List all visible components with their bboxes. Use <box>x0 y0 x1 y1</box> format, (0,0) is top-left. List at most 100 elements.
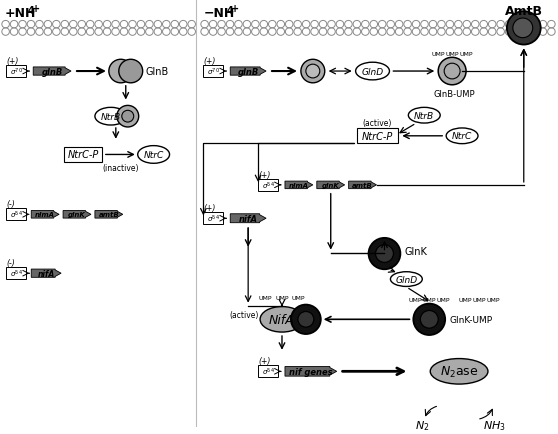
Text: NtrB: NtrB <box>414 112 434 120</box>
Text: $NH_3$: $NH_3$ <box>483 418 507 432</box>
Text: GlnD: GlnD <box>395 275 417 284</box>
FancyBboxPatch shape <box>203 66 223 78</box>
Circle shape <box>413 304 445 335</box>
Polygon shape <box>317 182 345 189</box>
Text: UMP: UMP <box>445 52 459 57</box>
Text: amtB: amtB <box>352 182 373 188</box>
Text: $\sigma^{54}$: $\sigma^{54}$ <box>10 268 23 279</box>
Circle shape <box>117 106 139 128</box>
Polygon shape <box>63 211 91 219</box>
Text: (+): (+) <box>6 56 19 66</box>
Text: $\sigma^{54}$: $\sigma^{54}$ <box>10 209 23 220</box>
Text: GlnD: GlnD <box>362 67 383 76</box>
Polygon shape <box>230 214 266 223</box>
Text: NifA: NifA <box>269 313 295 326</box>
Text: $N_2$: $N_2$ <box>415 418 430 432</box>
Text: UMP: UMP <box>459 52 473 57</box>
FancyBboxPatch shape <box>6 268 26 279</box>
Text: (+): (+) <box>203 204 216 213</box>
Text: (-): (-) <box>6 258 15 267</box>
Text: glnK: glnK <box>68 212 86 218</box>
Polygon shape <box>285 182 313 189</box>
Polygon shape <box>31 270 61 278</box>
Circle shape <box>122 111 134 123</box>
Polygon shape <box>31 211 59 219</box>
Text: NtrC: NtrC <box>143 151 163 160</box>
Circle shape <box>513 19 533 39</box>
Text: (-): (-) <box>6 200 15 208</box>
Text: UMP: UMP <box>408 297 422 302</box>
Text: UMP: UMP <box>291 296 305 300</box>
Text: NtrC-P: NtrC-P <box>68 150 99 160</box>
Text: +: + <box>231 4 239 14</box>
Ellipse shape <box>138 146 170 164</box>
Text: nlmA: nlmA <box>289 182 309 188</box>
Text: UMP: UMP <box>436 297 450 302</box>
Polygon shape <box>95 211 123 219</box>
Text: (active): (active) <box>363 118 392 127</box>
Polygon shape <box>230 68 266 76</box>
FancyBboxPatch shape <box>258 365 278 377</box>
Circle shape <box>376 245 393 263</box>
Text: nif genes: nif genes <box>289 367 333 376</box>
Text: $\sigma^{54}$: $\sigma^{54}$ <box>207 213 220 224</box>
Text: +: + <box>32 4 40 14</box>
Text: (+): (+) <box>258 170 271 179</box>
Ellipse shape <box>355 63 389 81</box>
Text: UMP: UMP <box>486 297 499 302</box>
Text: UMP: UMP <box>275 296 288 300</box>
Ellipse shape <box>95 108 127 126</box>
Text: UMP: UMP <box>422 297 436 302</box>
FancyBboxPatch shape <box>64 148 102 162</box>
Text: GlnB-UMP: GlnB-UMP <box>434 89 475 99</box>
Text: UMP: UMP <box>472 297 486 302</box>
Text: glnK: glnK <box>322 182 340 188</box>
Text: glnB: glnB <box>238 67 259 76</box>
Text: 4: 4 <box>27 6 34 16</box>
Text: (+): (+) <box>258 356 271 365</box>
Ellipse shape <box>430 359 488 384</box>
FancyBboxPatch shape <box>6 66 26 78</box>
FancyBboxPatch shape <box>258 180 278 191</box>
Text: GlnK: GlnK <box>405 246 427 256</box>
Circle shape <box>444 64 460 80</box>
Text: NtrB: NtrB <box>101 112 121 122</box>
Text: (+): (+) <box>203 56 216 66</box>
Polygon shape <box>285 367 336 376</box>
Text: $N_2$ase: $N_2$ase <box>440 364 478 379</box>
Text: UMP: UMP <box>458 297 472 302</box>
Polygon shape <box>33 68 71 76</box>
Circle shape <box>420 311 438 329</box>
Circle shape <box>301 60 325 84</box>
FancyBboxPatch shape <box>6 209 26 221</box>
Ellipse shape <box>446 128 478 145</box>
Text: $\sigma^{54}$: $\sigma^{54}$ <box>262 180 275 191</box>
Circle shape <box>291 305 321 334</box>
Circle shape <box>119 60 143 84</box>
Text: UMP: UMP <box>258 296 272 300</box>
Text: $\sigma^{54}$: $\sigma^{54}$ <box>262 366 275 377</box>
Text: $\sigma^{70}$: $\sigma^{70}$ <box>10 66 23 78</box>
Text: (inactive): (inactive) <box>103 163 139 172</box>
FancyBboxPatch shape <box>203 213 223 225</box>
Ellipse shape <box>260 307 304 332</box>
Text: NtrC-P: NtrC-P <box>362 132 393 141</box>
Circle shape <box>368 238 401 270</box>
Circle shape <box>306 65 320 79</box>
Text: AmtB: AmtB <box>505 5 543 18</box>
Polygon shape <box>349 182 377 189</box>
Text: GlnB: GlnB <box>146 67 169 77</box>
Text: nifA: nifA <box>37 269 55 278</box>
Text: NtrC: NtrC <box>452 132 472 141</box>
Text: nifA: nifA <box>239 214 258 223</box>
Circle shape <box>507 12 541 46</box>
Text: −NH: −NH <box>203 7 234 20</box>
Text: (active): (active) <box>229 310 259 319</box>
Text: GlnK-UMP: GlnK-UMP <box>449 315 492 324</box>
Ellipse shape <box>408 108 440 124</box>
Text: nlmA: nlmA <box>35 212 55 218</box>
Text: glnB: glnB <box>41 67 62 76</box>
Text: amtB: amtB <box>98 212 119 218</box>
Circle shape <box>298 312 314 327</box>
Text: 4: 4 <box>226 6 233 16</box>
